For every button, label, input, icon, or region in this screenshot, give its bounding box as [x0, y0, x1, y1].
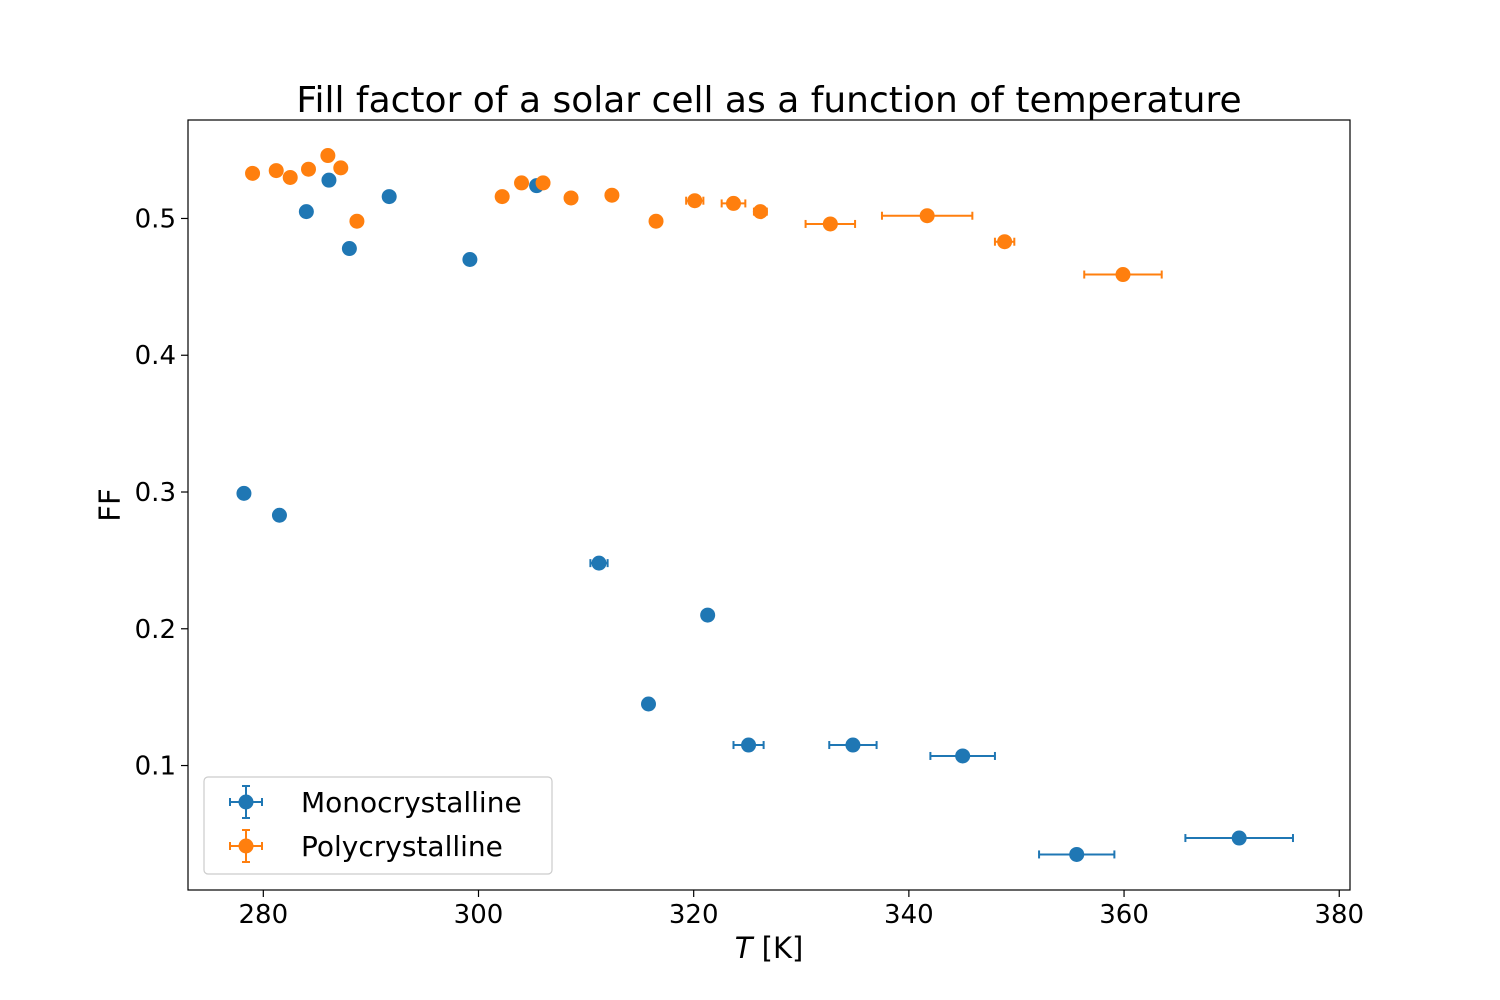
y-axis: 0.1 0.2 0.3 0.4 0.5	[135, 204, 188, 782]
data-point	[741, 737, 757, 753]
data-point	[752, 204, 768, 220]
data-point	[563, 190, 579, 206]
data-point	[700, 607, 716, 623]
data-point	[333, 160, 349, 176]
x-tick-label: 360	[1099, 900, 1149, 930]
data-point	[725, 195, 741, 211]
legend-label: Polycrystalline	[301, 830, 503, 863]
data-point	[341, 241, 357, 257]
data-point	[321, 172, 337, 188]
data-point	[997, 234, 1013, 250]
data-point	[381, 189, 397, 205]
data-point	[845, 737, 861, 753]
y-tick-label: 0.5	[135, 204, 176, 234]
data-point	[271, 507, 287, 523]
data-point	[494, 189, 510, 205]
plot-frame	[187, 119, 1351, 891]
data-point	[236, 485, 252, 501]
data-point	[648, 213, 664, 229]
y-tick-label: 0.3	[135, 478, 176, 508]
data-point	[687, 193, 703, 209]
y-tick-label: 0.1	[135, 752, 176, 782]
legend-marker	[238, 794, 254, 810]
data-point	[282, 169, 298, 185]
chart-title: Fill factor of a solar cell as a functio…	[296, 80, 1241, 121]
series-polycrystalline	[245, 148, 1163, 283]
series-monocrystalline	[236, 172, 1294, 862]
x-tick-label: 380	[1314, 900, 1364, 930]
y-tick-label: 0.2	[135, 615, 176, 645]
data-point	[245, 165, 261, 181]
y-tick-label: 0.4	[135, 341, 176, 371]
data-point	[462, 252, 478, 268]
x-axis: 280 300 320 340 360 380	[238, 890, 1364, 930]
data-point	[268, 163, 284, 179]
data-point	[919, 208, 935, 224]
x-tick-label: 340	[884, 900, 934, 930]
data-point	[301, 161, 317, 177]
data-point	[822, 216, 838, 232]
data-point	[1231, 830, 1247, 846]
data-point	[955, 748, 971, 764]
data-point	[604, 187, 620, 203]
data-point	[535, 175, 551, 191]
legend-entry-polycrystalline: Polycrystalline	[229, 829, 503, 863]
legend-entry-monocrystalline: Monocrystalline	[229, 785, 522, 819]
x-tick-label: 280	[238, 900, 288, 930]
data-point	[298, 204, 314, 220]
data-point	[349, 213, 365, 229]
legend-box	[203, 776, 553, 875]
x-axis-label-symbol: T	[735, 931, 755, 965]
x-axis-label: T [K]	[735, 931, 804, 965]
x-tick-label: 300	[454, 900, 504, 930]
legend-marker	[238, 838, 254, 854]
data-point	[640, 696, 656, 712]
data-point	[1069, 846, 1085, 862]
plot-area	[236, 148, 1294, 862]
data-point	[514, 175, 530, 191]
legend: Monocrystalline Polycrystalline	[203, 776, 553, 875]
x-axis-label-unit: [K]	[752, 931, 803, 965]
x-tick-label: 320	[669, 900, 719, 930]
data-point	[591, 555, 607, 571]
data-point	[1115, 267, 1131, 283]
data-point	[320, 148, 336, 164]
y-axis-label: FF	[93, 488, 127, 521]
legend-label: Monocrystalline	[301, 786, 522, 819]
